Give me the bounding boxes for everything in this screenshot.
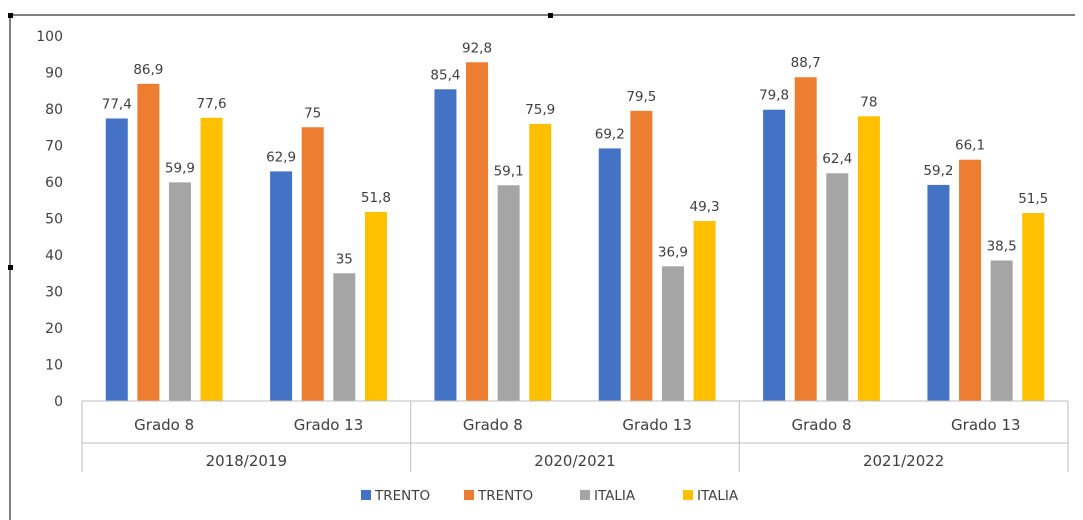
legend-swatch [361,490,371,500]
data-label: 75,9 [525,102,555,118]
bar [826,173,849,401]
data-label: 88,7 [791,55,821,71]
data-label: 59,2 [923,163,953,179]
data-label: 85,4 [430,67,460,83]
bar [693,221,716,401]
legend-label: TRENTO [477,488,533,504]
x-category-label: Grado 13 [294,416,364,434]
data-label: 51,5 [1018,191,1048,207]
y-tick-label: 0 [54,394,63,410]
bar [333,273,356,401]
legend: TRENTO TRENTO ITALIA ITALIA [361,488,739,504]
data-label: 79,8 [759,88,789,104]
data-label: 49,3 [690,199,720,215]
bar [927,184,950,401]
bar [434,89,457,401]
bar [168,182,191,401]
bar [661,266,684,401]
data-label: 86,9 [133,62,163,78]
data-label: 77,4 [102,96,132,112]
data-label: 59,9 [165,160,195,176]
x-category-label: Grado 8 [134,416,194,434]
x-category-label: Grado 8 [463,416,523,434]
y-tick-label: 30 [45,285,63,301]
bar [529,123,552,401]
data-label: 75 [304,105,321,121]
x-category-label: Grado 13 [951,416,1021,434]
bar [598,148,621,401]
bar [497,185,520,401]
legend-swatch [464,490,474,500]
data-label: 35 [336,251,353,267]
y-tick-label: 100 [36,29,63,45]
data-label: 36,9 [658,244,688,260]
data-label: 77,6 [197,96,227,112]
data-label: 62,9 [266,149,296,165]
data-label: 79,5 [626,89,656,105]
frame-handle [548,13,553,18]
y-tick-label: 10 [45,358,63,374]
data-label: 59,1 [494,163,524,179]
x-axis: Grado 8 Grado 13 Grado 8 Grado 13 Grado 8 Gra… [81,400,1069,472]
x-group-label: 2021/2022 [863,452,944,470]
y-tick-label: 50 [45,212,63,228]
data-label: 69,2 [595,126,625,142]
legend-label: ITALIA [594,488,636,504]
bar [466,62,489,401]
data-label: 51,8 [361,190,391,206]
bar [959,159,982,401]
y-tick-label: 90 [45,66,63,82]
bar [857,116,880,402]
data-label: 62,4 [822,151,852,167]
bar [990,260,1013,401]
bar [630,110,653,401]
x-group-label: 2018/2019 [206,452,287,470]
bar [364,211,387,401]
y-tick-label: 80 [45,102,63,118]
bar [137,83,160,401]
bar [763,109,786,401]
legend-swatch [580,490,590,500]
legend-label: TRENTO [374,488,430,504]
bar [105,118,128,402]
x-group-label: 2020/2021 [534,452,615,470]
y-axis-ticks: 0 10 20 30 40 50 60 70 80 90 100 [36,29,63,410]
bar [794,77,817,402]
bars-layer: 77,4 86,9 59,9 77,6 62,9 75 35 51,8 85,492,8 59,1… [102,40,1048,402]
bar [1022,213,1045,401]
y-tick-label: 40 [45,248,63,264]
y-tick-label: 20 [45,321,63,337]
data-label: 38,5 [987,238,1017,254]
x-category-label: Grado 13 [622,416,692,434]
data-label: 66,1 [955,138,985,154]
bar [301,127,324,401]
legend-label: ITALIA [697,488,739,504]
y-tick-label: 60 [45,175,63,191]
data-label: 92,8 [462,40,492,56]
frame-handle [8,265,13,270]
x-category-label: Grado 8 [792,416,852,434]
bar [270,171,293,401]
bar [200,117,223,401]
data-label: 78 [860,94,877,110]
legend-swatch [683,490,693,500]
y-tick-label: 70 [45,139,63,155]
frame-handle [8,13,13,18]
